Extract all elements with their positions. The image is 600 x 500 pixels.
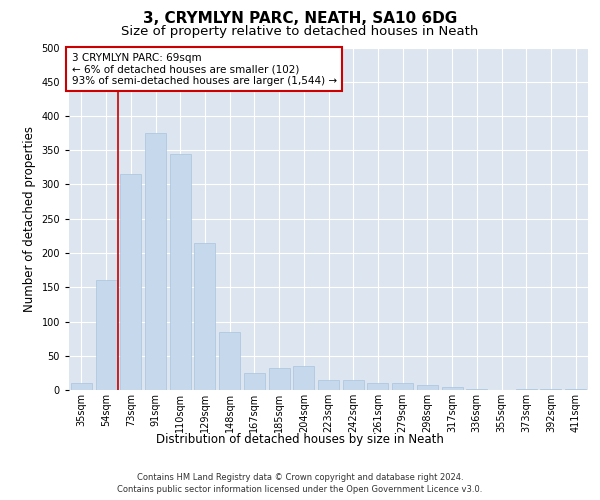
Bar	[269, 368, 290, 390]
Y-axis label: Number of detached properties: Number of detached properties	[23, 126, 36, 312]
Bar	[442, 386, 463, 390]
Bar	[541, 388, 562, 390]
Bar	[145, 133, 166, 390]
Bar	[194, 242, 215, 390]
Bar	[392, 383, 413, 390]
Bar	[417, 384, 438, 390]
Text: Size of property relative to detached houses in Neath: Size of property relative to detached ho…	[121, 25, 479, 38]
Bar	[71, 383, 92, 390]
Bar	[219, 332, 240, 390]
Bar	[466, 388, 487, 390]
Bar	[170, 154, 191, 390]
Text: Contains public sector information licensed under the Open Government Licence v3: Contains public sector information licen…	[118, 485, 482, 494]
Bar	[95, 280, 116, 390]
Bar	[343, 380, 364, 390]
Bar	[318, 380, 339, 390]
Bar	[244, 373, 265, 390]
Bar	[120, 174, 141, 390]
Text: 3, CRYMLYN PARC, NEATH, SA10 6DG: 3, CRYMLYN PARC, NEATH, SA10 6DG	[143, 11, 457, 26]
Bar	[516, 388, 537, 390]
Bar	[367, 383, 388, 390]
Text: Distribution of detached houses by size in Neath: Distribution of detached houses by size …	[156, 432, 444, 446]
Bar	[565, 388, 586, 390]
Text: Contains HM Land Registry data © Crown copyright and database right 2024.: Contains HM Land Registry data © Crown c…	[137, 472, 463, 482]
Text: 3 CRYMLYN PARC: 69sqm
← 6% of detached houses are smaller (102)
93% of semi-deta: 3 CRYMLYN PARC: 69sqm ← 6% of detached h…	[71, 52, 337, 86]
Bar	[293, 366, 314, 390]
